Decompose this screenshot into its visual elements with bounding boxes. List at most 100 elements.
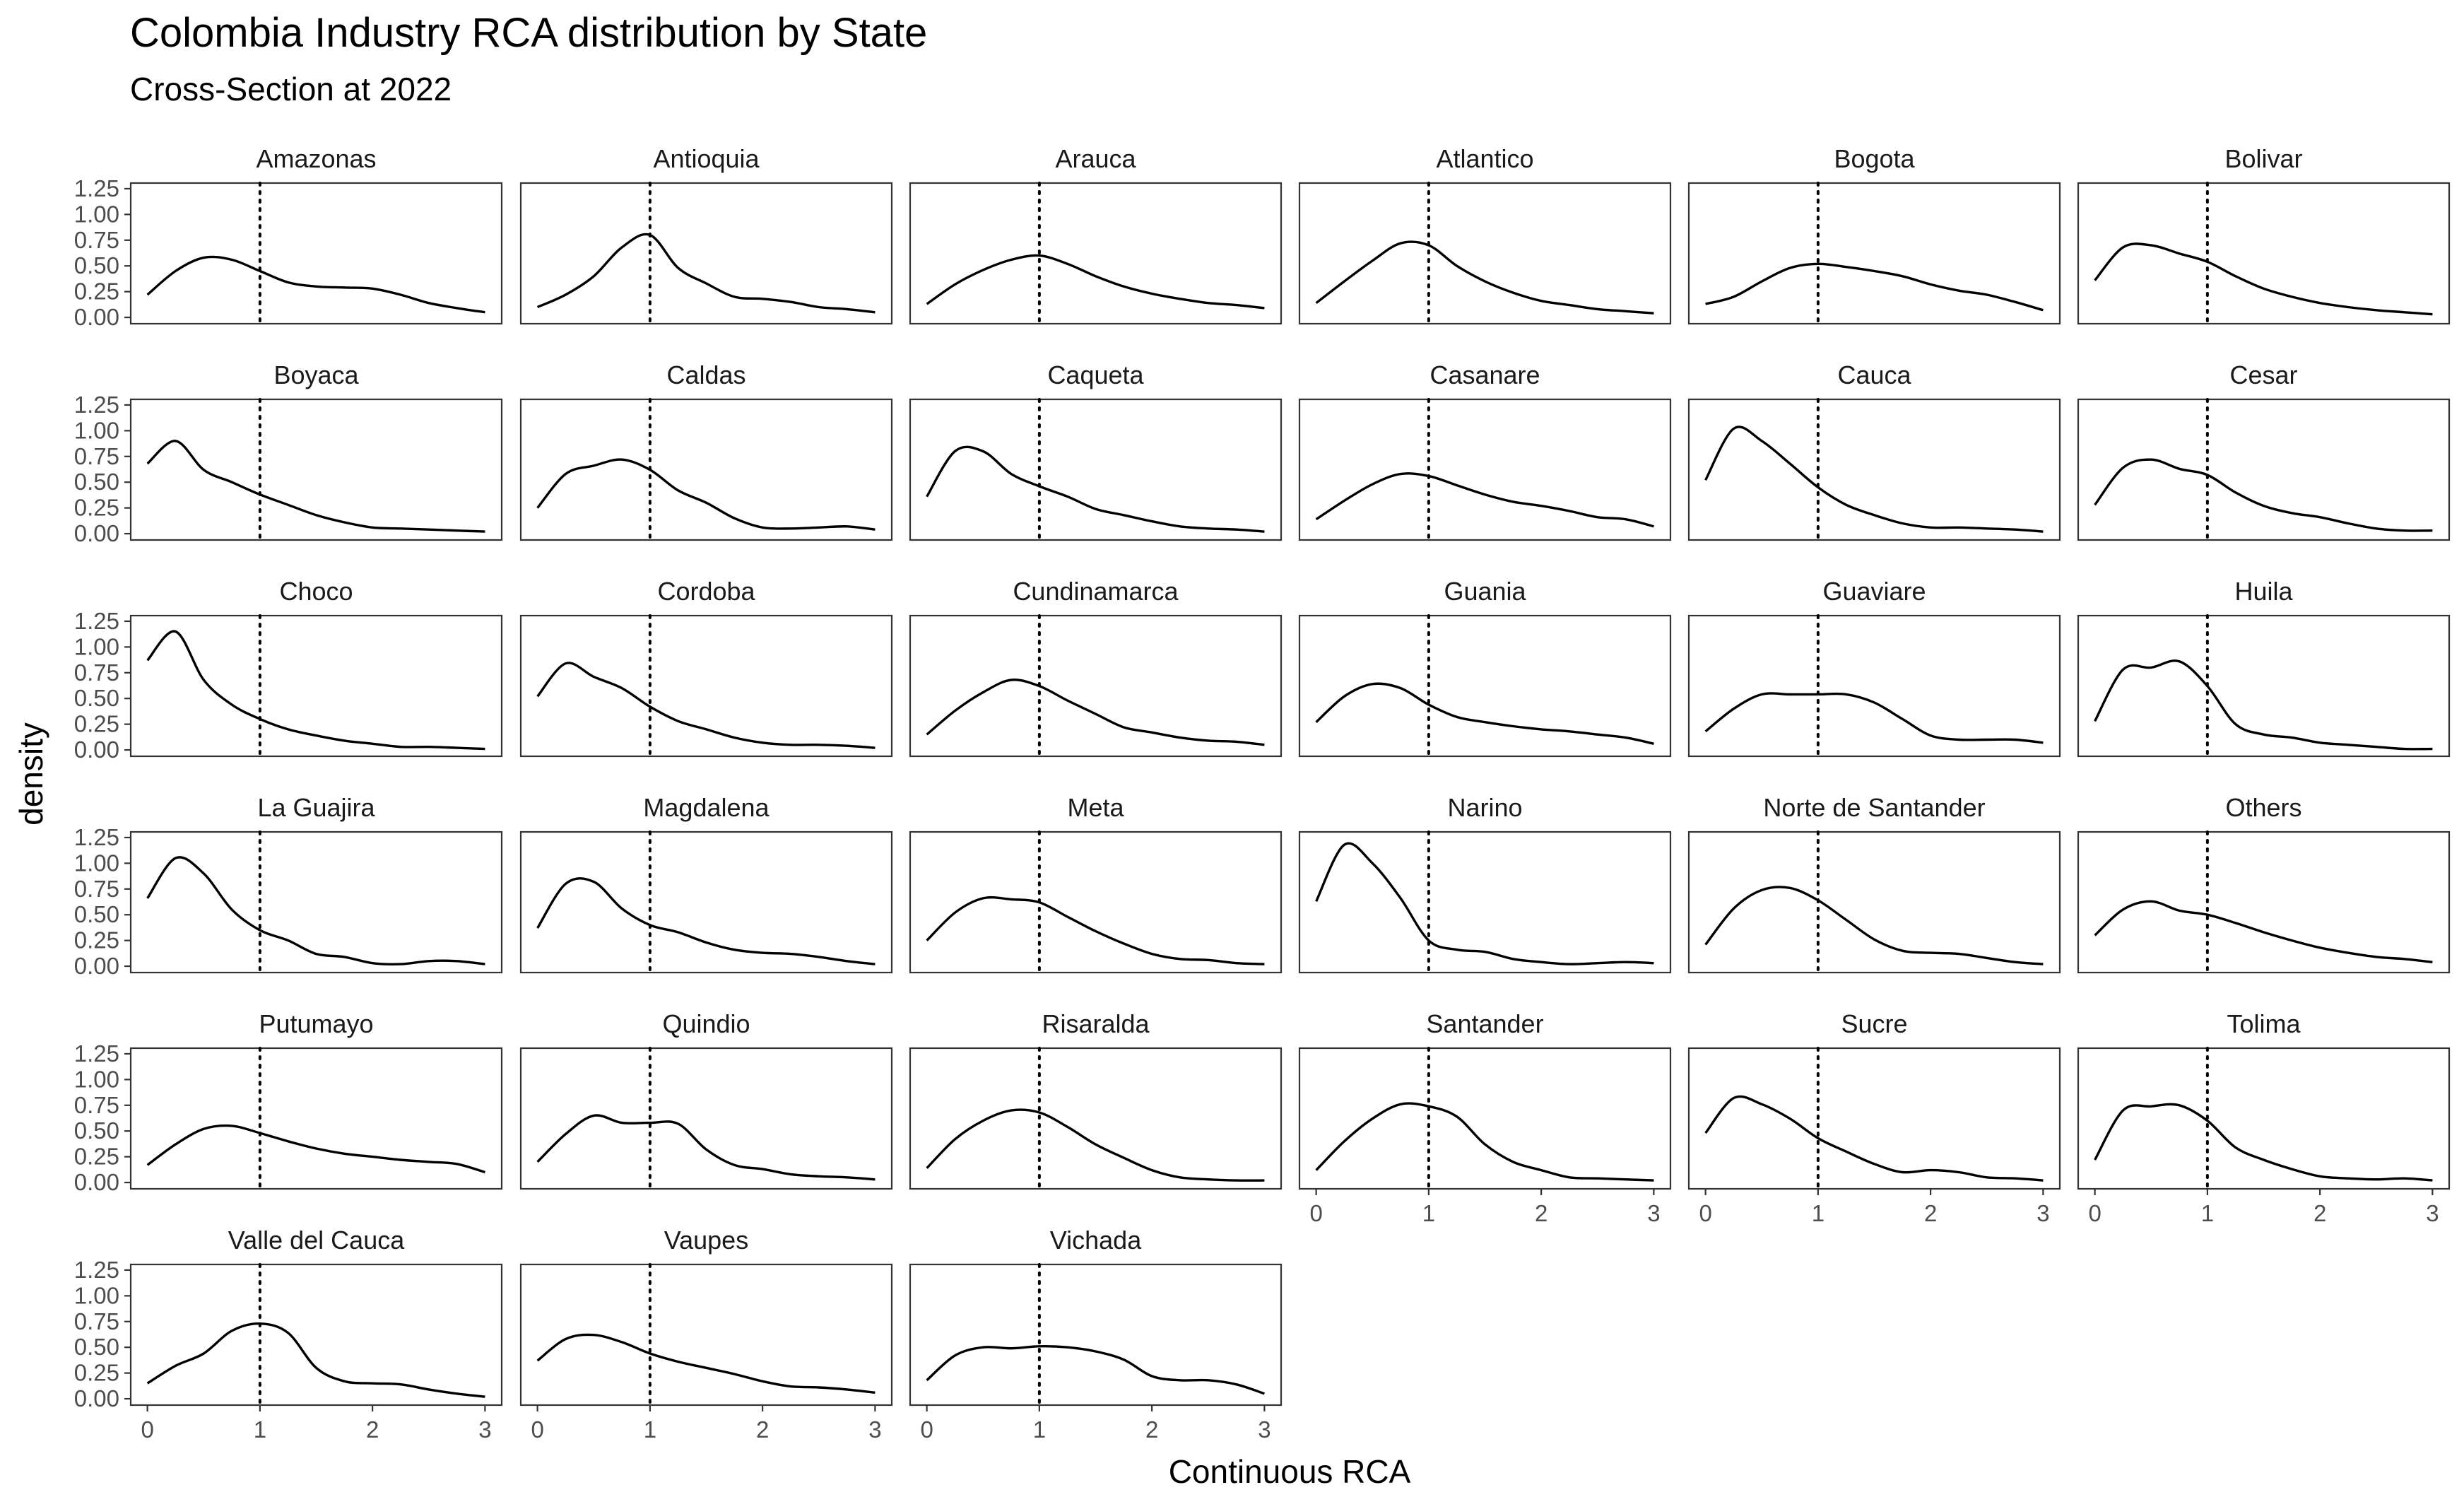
panel-border [2077,614,2451,758]
x-tick-label: 1 [2201,1200,2214,1226]
facet-panel: Bogota [1687,144,2061,325]
facet-panel: Quindio [519,1009,893,1190]
panel-border [909,182,1283,325]
density-line [536,458,876,531]
facet-label: Others [2225,793,2301,822]
panel-border [519,182,893,325]
y-tick-label: 1.00 [74,1282,119,1308]
y-tick-label: 0.50 [74,901,119,927]
facet-label: Cesar [2229,360,2297,389]
facet-panel: Others [2077,793,2451,974]
y-tick-label: 0.75 [74,1092,119,1118]
facet-label: Arauca [1055,144,1136,173]
facet-panel: Guania [1298,577,1672,758]
density-line [2094,659,2433,751]
density-line [1705,262,2044,312]
x-tick-label: 1 [644,1416,656,1443]
density-line [146,1124,485,1174]
y-tick-label: 0.00 [74,1169,119,1195]
y-tick-label: 1.00 [74,850,119,876]
y-tick-label: 0.00 [74,304,119,330]
density-line [1704,1095,2044,1182]
facet-label: Santander [1426,1009,1543,1038]
y-tick-label: 1.25 [74,392,119,418]
facet-panel: Santander 0 1 2 3 [1298,1009,1672,1226]
x-tick-label: 1 [1812,1200,1825,1226]
y-tick-label: 0.75 [74,1308,119,1334]
facet-panel: Amazonas 0.000.250.500.751.001.25 [74,144,503,330]
panel-border [129,1047,503,1190]
facet-panel: Choco 0.000.250.500.751.001.25 [74,577,503,763]
facet-label: Boyaca [273,360,359,389]
panel-border [909,1047,1283,1190]
facet-label: Huila [2234,577,2293,606]
facet-panel: Casanare [1298,360,1672,541]
facet-panel: Caldas [519,360,893,541]
panel-border [909,398,1283,541]
density-line [1704,425,2044,533]
panel-border [909,1263,1283,1407]
x-tick-label: 1 [1422,1200,1435,1226]
facet-label: Tolima [2227,1009,2301,1038]
density-line [146,856,485,966]
panel-border [2077,830,2451,974]
y-tick-label: 1.25 [74,175,119,201]
x-tick-label: 2 [1924,1200,1937,1226]
y-tick-label: 0.00 [74,1385,119,1411]
panel-border [1687,830,2061,974]
y-tick-label: 1.00 [74,201,119,227]
y-tick-label: 0.50 [74,1334,119,1360]
facet-panel: Sucre 0 1 2 3 [1687,1009,2061,1226]
facet-panels: Amazonas0.000.250.500.751.001.25Antioqui… [74,144,2451,1443]
density-line [2094,1103,2433,1182]
y-tick-label: 0.50 [74,1117,119,1144]
y-tick-label: 0.25 [74,495,119,521]
facet-panel: Putumayo 0.000.250.500.751.001.25 [74,1009,503,1195]
facet-label: Bogota [1834,144,1915,173]
facet-panel: Vichada 0 1 2 3 [909,1226,1283,1443]
facet-panel: La Guajira 0.000.250.500.751.001.25 [74,793,503,979]
facet-panel: Antioquia [519,144,893,325]
facet-label: Putumayo [259,1009,373,1038]
y-tick-label: 1.00 [74,633,119,659]
panel-border [519,614,893,758]
y-tick-label: 1.25 [74,1040,119,1067]
facet-label: La Guajira [257,793,375,822]
facet-label: Cordoba [657,577,755,606]
facet-panel: Cauca [1687,360,2061,541]
y-tick-label: 0.75 [74,659,119,686]
x-tick-label: 3 [1647,1200,1660,1226]
y-axis-title: density [13,722,49,826]
facet-label: Norte de Santander [1763,793,1985,822]
x-tick-label: 2 [2313,1200,2326,1226]
panel-border [909,614,1283,758]
x-tick-label: 3 [478,1416,491,1443]
y-tick-label: 0.00 [74,520,119,546]
facet-panel: Caqueta [909,360,1283,541]
x-tick-label: 2 [756,1416,769,1443]
y-tick-label: 1.00 [74,1066,119,1092]
panel-border [1687,1047,2061,1190]
panel-border [1298,182,1672,325]
x-tick-label: 0 [2088,1200,2101,1226]
facet-panel: Arauca [909,144,1283,325]
density-line [1315,1102,1654,1182]
density-line [146,255,485,314]
panel-border [519,830,893,974]
panel-border [129,182,503,325]
facet-panel: Cordoba [519,577,893,758]
facet-panel: Vaupes 0 1 2 3 [519,1226,893,1443]
facet-panel: Narino [1298,793,1672,974]
x-tick-label: 1 [1033,1416,1046,1443]
y-tick-label: 0.50 [74,685,119,711]
density-line [926,254,1265,310]
panel-border [129,398,503,541]
panel-border [1687,614,2061,758]
facet-panel: Huila [2077,577,2451,758]
density-line [536,1333,876,1394]
facet-panel: Bolivar [2077,144,2451,325]
facet-label: Amazonas [256,144,376,173]
x-axis-title: Continuous RCA [1169,1453,1411,1490]
y-tick-label: 1.00 [74,417,119,443]
